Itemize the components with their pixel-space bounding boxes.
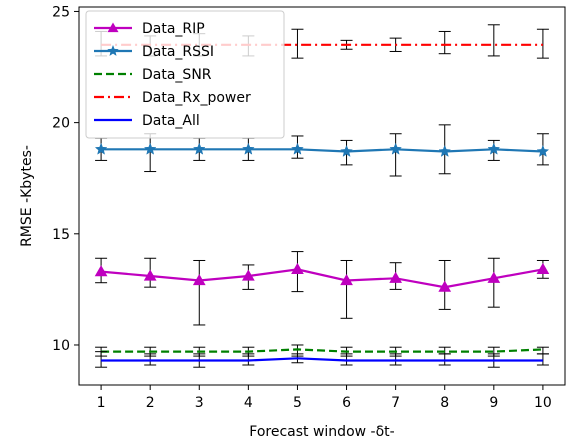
data-point xyxy=(389,142,402,155)
x-tick-label: 2 xyxy=(146,395,155,411)
legend-marker xyxy=(107,45,119,56)
series-line xyxy=(101,148,543,153)
legend-entry-data-snr: Data_SNR xyxy=(94,67,212,83)
data-point xyxy=(94,142,108,155)
legend-marker xyxy=(107,22,119,33)
x-axis-label: Forecast window -δt- xyxy=(249,424,394,440)
data-point xyxy=(94,265,108,277)
data-point xyxy=(438,280,452,292)
data-point xyxy=(143,142,157,155)
legend: Data_RIP Data_RSSI Data_SNR Data_Rx_power Da… xyxy=(85,10,285,139)
legend-box xyxy=(85,10,285,139)
x-tick-label: 9 xyxy=(489,395,498,411)
series-line xyxy=(101,268,544,289)
series-line xyxy=(101,348,543,353)
legend-label: Data_All xyxy=(142,113,200,129)
y-axis-label: RMSE -Kbytes- xyxy=(19,145,35,247)
series-data-snr xyxy=(95,344,549,357)
y-tick-label: 15 xyxy=(52,227,70,243)
data-point xyxy=(340,144,353,157)
data-point xyxy=(340,273,353,286)
data-point xyxy=(536,144,550,157)
legend-entry-data-rip: Data_RIP xyxy=(94,21,205,37)
data-point xyxy=(143,269,157,281)
x-tick-label: 4 xyxy=(244,395,253,411)
legend-entry-data-all: Data_All xyxy=(94,113,200,129)
series-data-rip xyxy=(94,251,550,326)
data-point xyxy=(487,142,501,155)
x-tick-label: 6 xyxy=(342,395,351,411)
legend-label: Data_SNR xyxy=(142,67,212,83)
data-point xyxy=(536,262,550,275)
legend-entry-data-rssi: Data_RSSI xyxy=(94,44,214,60)
y-tick-label: 10 xyxy=(52,338,70,354)
series-line xyxy=(101,357,543,362)
legend-label: Data_RSSI xyxy=(142,44,214,60)
data-point xyxy=(242,142,255,155)
data-point xyxy=(192,273,206,286)
data-point xyxy=(487,271,501,283)
y-tick-label: 20 xyxy=(52,116,70,132)
legend-label: Data_RIP xyxy=(142,21,205,37)
data-point xyxy=(291,262,304,275)
x-tick-label: 5 xyxy=(293,395,302,411)
data-point xyxy=(242,269,255,281)
x-tick-label: 8 xyxy=(440,395,449,411)
data-point xyxy=(192,142,206,155)
x-tick-label: 1 xyxy=(97,395,106,411)
plot-frame xyxy=(78,6,566,386)
x-tick-label: 3 xyxy=(195,395,204,411)
data-point xyxy=(291,142,304,155)
series-data-rssi xyxy=(94,124,550,177)
y-tick-label: 25 xyxy=(52,4,70,20)
x-tick-label: 10 xyxy=(534,395,552,411)
series-data-all xyxy=(95,351,549,368)
legend-entry-data-rx-power: Data_Rx_power xyxy=(94,90,251,106)
legend-label: Data_Rx_power xyxy=(142,90,251,106)
data-point xyxy=(389,271,402,283)
x-tick-label: 7 xyxy=(391,395,400,411)
axis-ticks: 1 2 3 4 5 6 7 8 9 10 10 15 20 25 xyxy=(52,4,552,411)
data-point xyxy=(438,144,452,157)
